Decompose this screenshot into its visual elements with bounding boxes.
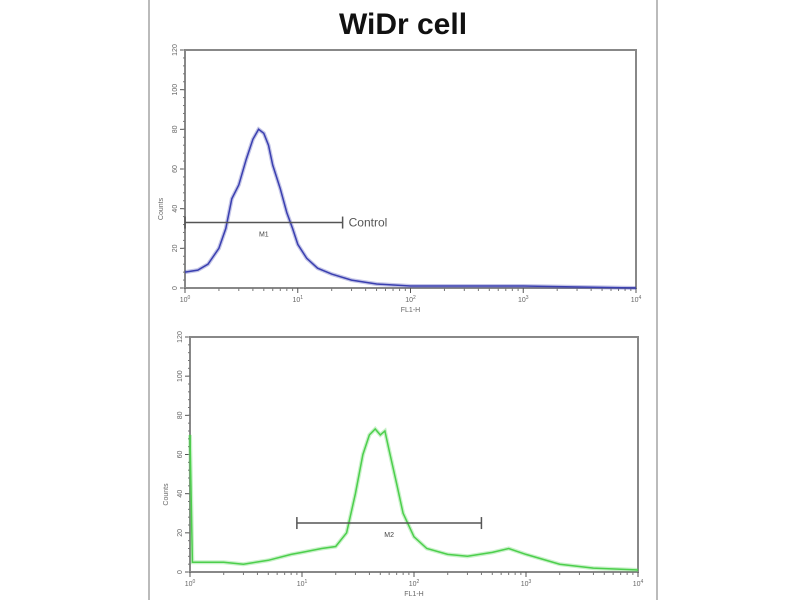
- x-tick-exponent: 3: [529, 579, 532, 585]
- x-axis-label: FL1-H: [401, 307, 420, 314]
- x-tick-exponent: 3: [526, 295, 529, 301]
- y-tick-label: 80: [172, 125, 179, 133]
- y-tick-label: 20: [177, 529, 184, 537]
- x-tick-exponent: 2: [417, 579, 420, 585]
- y-tick-label: 0: [177, 570, 184, 574]
- x-tick-label: 103: [521, 579, 532, 588]
- y-tick-label: 40: [172, 205, 179, 213]
- y-tick-label: 100: [172, 84, 179, 96]
- x-tick-exponent: 1: [300, 295, 303, 301]
- x-tick-label: 103: [518, 295, 529, 304]
- x-axis-label: FL1-H: [404, 591, 423, 598]
- x-tick-exponent: 4: [639, 295, 642, 301]
- y-tick-label: 100: [177, 370, 184, 382]
- gate-annotation: Control: [349, 216, 388, 230]
- figure-frame: [148, 0, 658, 600]
- plot-frame: [184, 49, 637, 289]
- chart-title: WiDr cell: [338, 8, 468, 41]
- x-tick-exponent: 2: [413, 295, 416, 301]
- x-tick-exponent: 0: [188, 295, 191, 301]
- x-tick-label: 100: [185, 579, 196, 588]
- y-tick-label: 60: [177, 451, 184, 459]
- y-tick-label: 120: [172, 44, 179, 56]
- x-tick-label: 100: [180, 295, 191, 304]
- x-tick-label: 102: [409, 579, 420, 588]
- x-tick-exponent: 4: [641, 579, 644, 585]
- y-tick-label: 20: [172, 244, 179, 252]
- histogram-glow: [188, 426, 639, 572]
- x-tick-label: 101: [297, 579, 308, 588]
- y-tick-label: 60: [172, 165, 179, 173]
- x-tick-label: 104: [633, 579, 644, 588]
- y-axis-label: Counts: [163, 483, 170, 506]
- x-tick-label: 102: [405, 295, 416, 304]
- x-tick-exponent: 0: [193, 579, 196, 585]
- gate-label: M2: [384, 532, 394, 539]
- y-tick-label: 120: [177, 331, 184, 343]
- y-tick-label: 0: [172, 286, 179, 290]
- histogram-curve: [184, 128, 637, 289]
- x-tick-exponent: 1: [305, 579, 308, 585]
- x-tick-label: 101: [292, 295, 303, 304]
- y-axis-label: Counts: [158, 197, 165, 220]
- histogram-curve: [189, 427, 639, 571]
- y-tick-label: 80: [177, 411, 184, 419]
- gate-label: M1: [259, 232, 269, 239]
- histogram-glow: [184, 126, 637, 290]
- x-tick-label: 104: [631, 295, 642, 304]
- y-tick-label: 40: [177, 490, 184, 498]
